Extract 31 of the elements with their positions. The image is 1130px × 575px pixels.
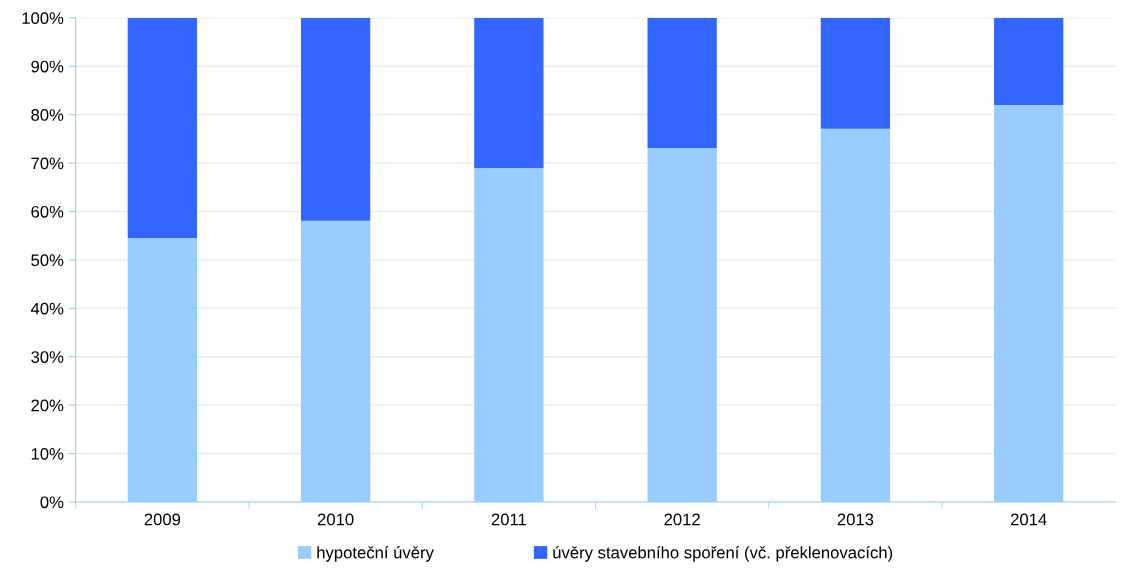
y-tick-label: 20% [31, 399, 64, 412]
y-tick-label: 10% [31, 447, 64, 460]
bar [647, 148, 717, 502]
x-tick-label: 2011 [491, 513, 526, 526]
bar [127, 238, 197, 502]
y-tick-label: 30% [31, 351, 64, 363]
bar [994, 104, 1064, 502]
bar [474, 167, 544, 502]
bar [647, 17, 717, 149]
y-tick-label: 80% [31, 109, 64, 121]
bar [820, 128, 891, 502]
x-tick-label: 2012 [664, 513, 700, 526]
x-tick-label: 2014 [1010, 513, 1047, 526]
y-tick-label: 0% [40, 496, 64, 509]
bar [300, 17, 371, 221]
x-tick-label: 2009 [144, 513, 181, 526]
x-tick-label: 2010 [317, 513, 354, 526]
bar [474, 17, 544, 168]
y-tick-label: 60% [31, 205, 64, 218]
y-tick-label: 100% [22, 12, 64, 25]
y-tick-label: 40% [30, 302, 64, 315]
bar [300, 220, 371, 502]
bar [994, 17, 1064, 105]
y-tick-label: 50% [31, 254, 64, 267]
bar [127, 17, 197, 239]
legend-label: úvěry stavebního spoření (vč. překlenovacích) [553, 546, 893, 562]
x-tick-label: 2013 [837, 513, 874, 526]
y-tick-label: 90% [31, 60, 64, 73]
legend-label: hypoteční úvěry [317, 546, 434, 562]
y-tick-label: 70% [31, 157, 64, 170]
bar [820, 17, 891, 129]
